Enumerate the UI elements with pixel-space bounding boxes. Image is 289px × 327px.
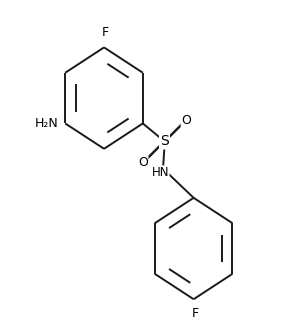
Text: F: F (102, 26, 109, 39)
Text: H₂N: H₂N (34, 117, 58, 130)
Text: O: O (181, 114, 191, 127)
Text: S: S (160, 134, 169, 148)
Text: HN: HN (151, 166, 169, 179)
Text: F: F (192, 307, 199, 320)
Text: O: O (138, 156, 148, 169)
